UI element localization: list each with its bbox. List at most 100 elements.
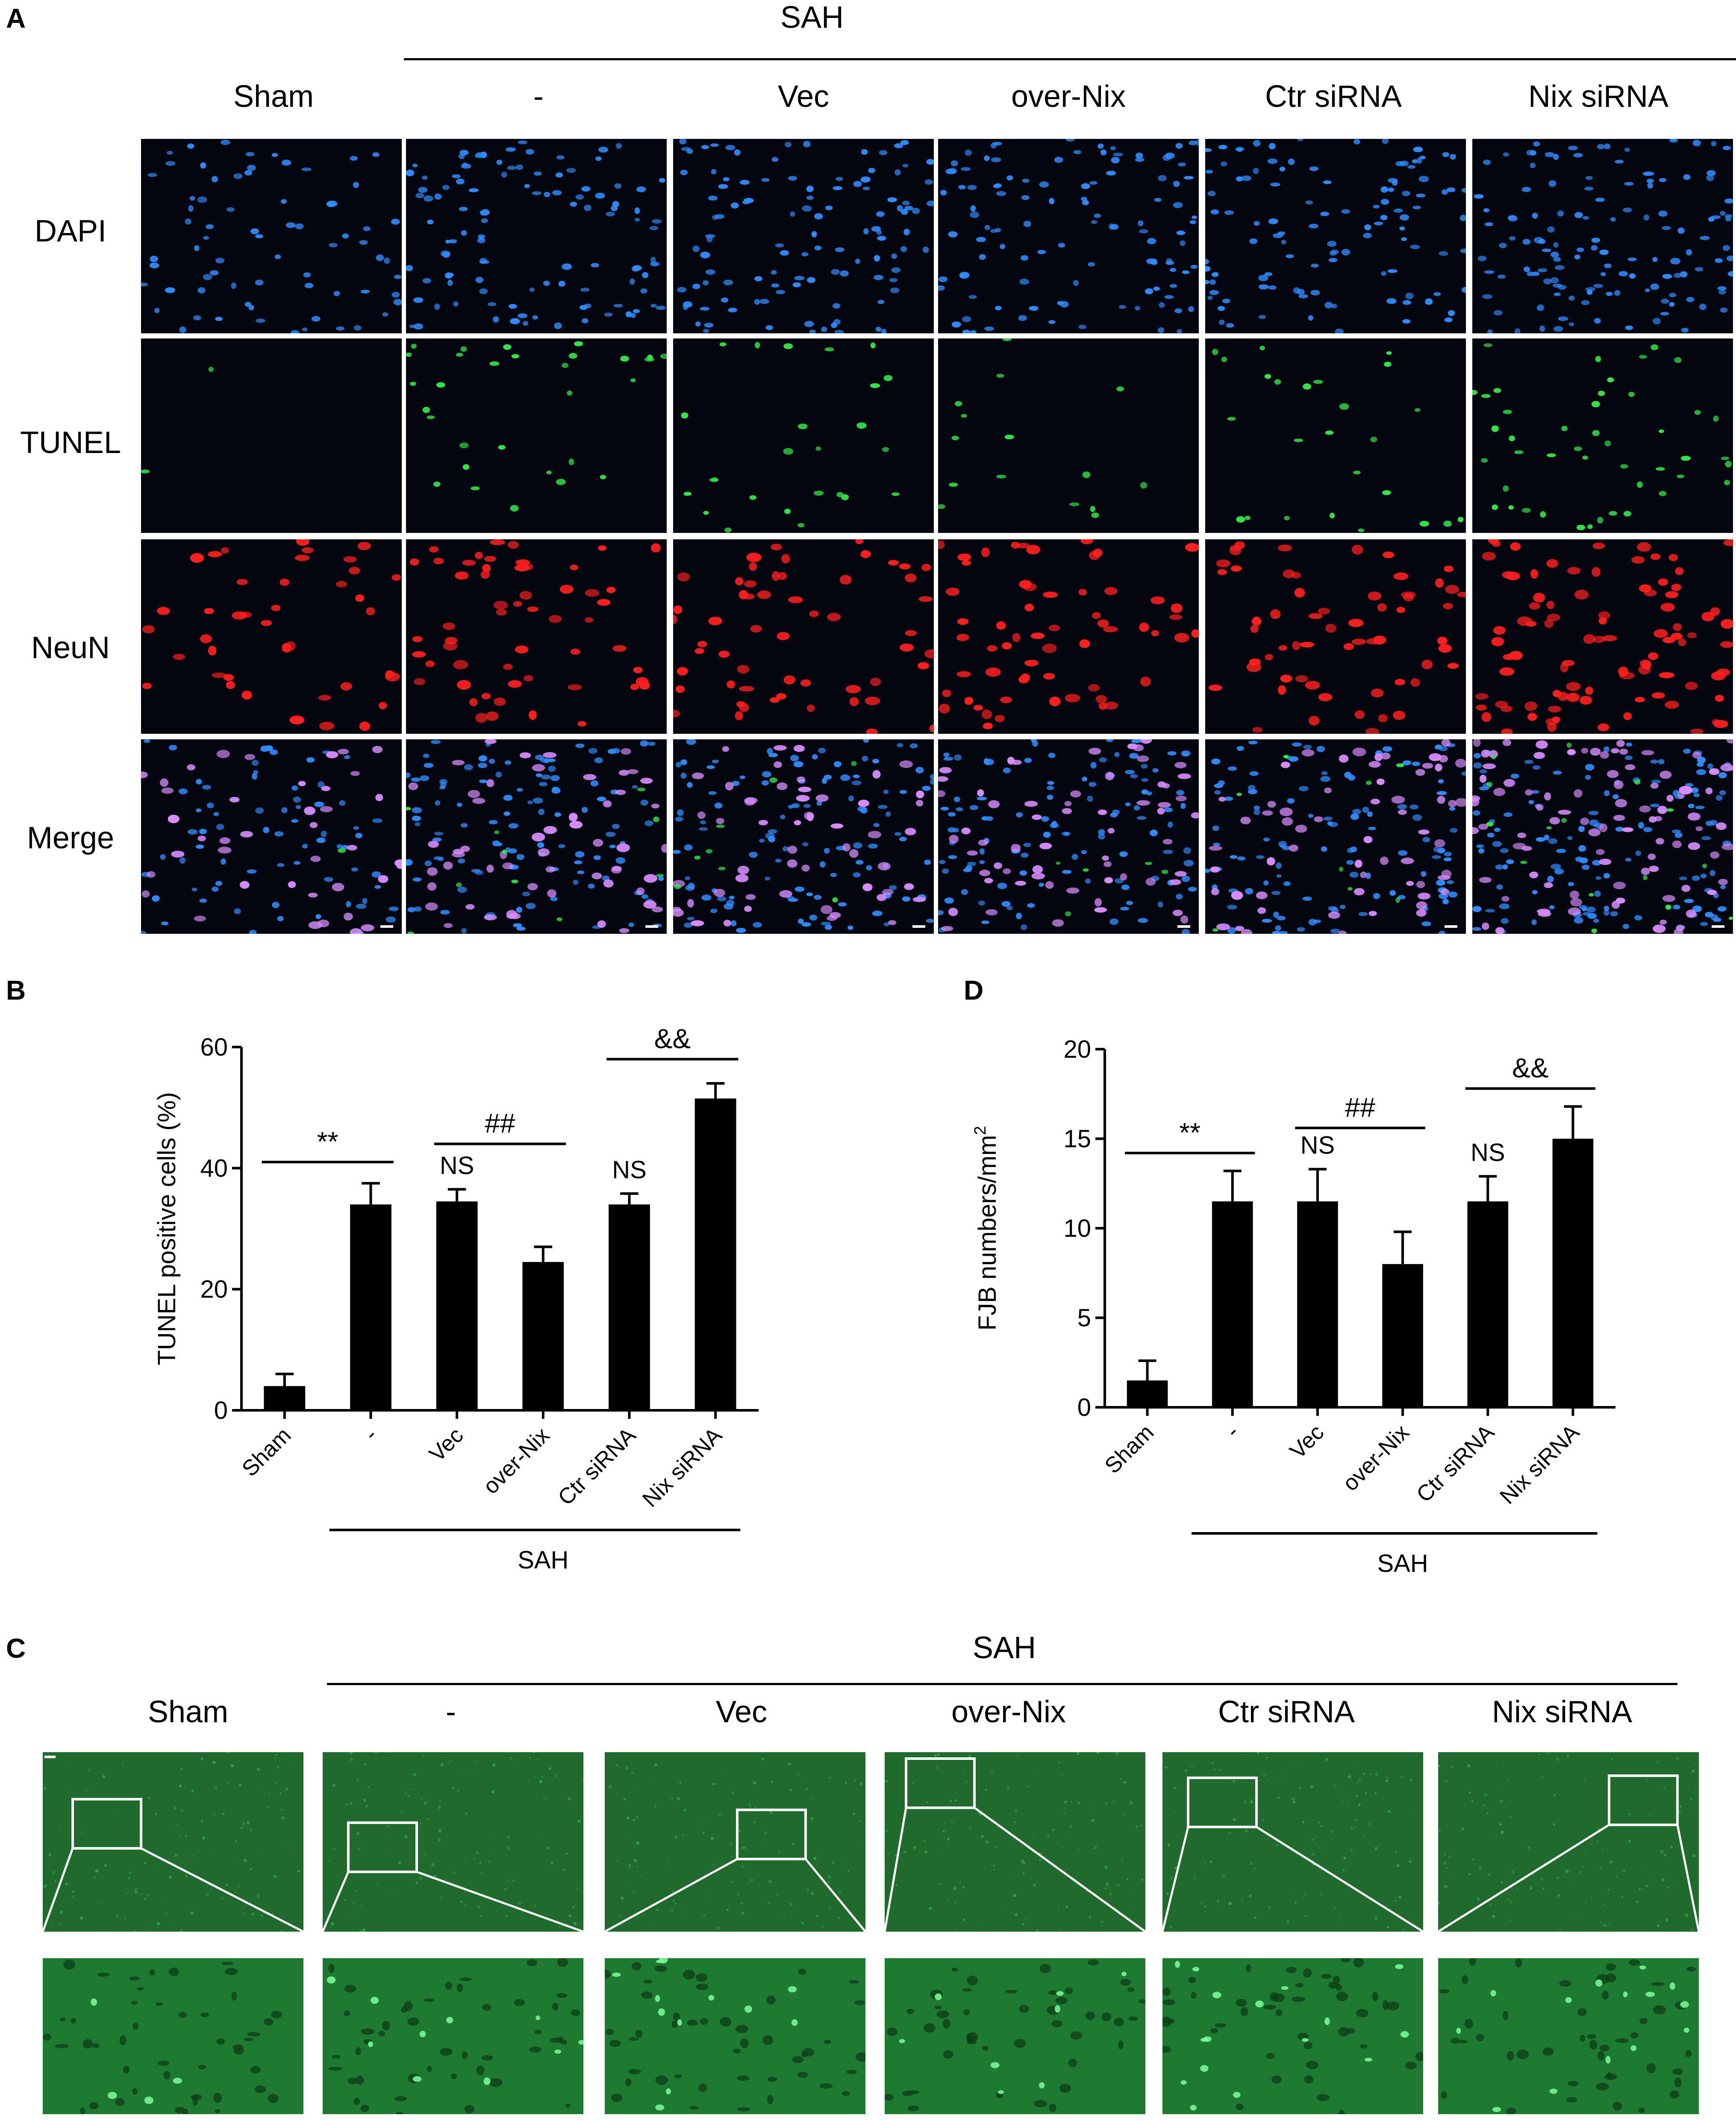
panel-a-row-tunel: TUNEL xyxy=(20,426,121,460)
panel-b-letter: B xyxy=(6,975,26,1006)
panel-a-letter: A xyxy=(6,3,26,34)
micrograph-dapi-4 xyxy=(1205,139,1466,333)
fjb-zoom-5 xyxy=(1438,1958,1699,2114)
y-tick-label: 5 xyxy=(1077,1304,1091,1332)
significance-label: && xyxy=(1512,1053,1548,1083)
y-axis-label: FJB numbers/mm2 xyxy=(971,1126,1001,1331)
significance-label: ## xyxy=(485,1108,515,1139)
x-tick-label: Sham xyxy=(237,1423,296,1481)
scale-bar xyxy=(1712,925,1724,928)
panel-c-col-vec: Vec xyxy=(715,1695,768,1729)
panel-c-letter: C xyxy=(6,1633,26,1664)
zoom-line xyxy=(974,1806,1145,1932)
panel-c-col-ctr-sirna: Ctr siRNA xyxy=(1218,1695,1355,1729)
bar-0 xyxy=(1127,1380,1168,1407)
zoom-box xyxy=(1187,1777,1258,1828)
micrograph-tunel-0 xyxy=(141,338,402,533)
fjb-overview-2 xyxy=(605,1752,865,1932)
micrograph-merge-4 xyxy=(1205,739,1466,934)
micrograph-dapi-0 xyxy=(141,139,402,333)
bar-1 xyxy=(350,1204,391,1410)
x-tick-label: - xyxy=(359,1423,382,1445)
bar-4 xyxy=(1467,1201,1509,1407)
panel-a-row-dapi: DAPI xyxy=(34,214,107,248)
ns-label: NS xyxy=(1471,1138,1505,1166)
group-label: SAH xyxy=(1377,1550,1428,1577)
zoom-box xyxy=(736,1809,807,1860)
significance-label: && xyxy=(654,1023,691,1054)
panel-c-col-sham: Sham xyxy=(147,1695,229,1729)
bar-2 xyxy=(1297,1201,1338,1407)
fjb-zoom-0 xyxy=(43,1958,303,2114)
zoom-line xyxy=(323,1871,350,1932)
zoom-box xyxy=(71,1798,142,1850)
micrograph-merge-5 xyxy=(1472,739,1733,934)
y-axis-label: TUNEL positive cells (%) xyxy=(153,1092,181,1365)
y-tick-label: 0 xyxy=(214,1397,228,1424)
x-tick-label: Vec xyxy=(1285,1420,1329,1463)
micrograph-tunel-4 xyxy=(1205,338,1466,533)
fjb-overview-3 xyxy=(885,1752,1145,1932)
micrograph-neun-1 xyxy=(406,539,667,734)
x-tick-label: Ctr siRNA xyxy=(1412,1420,1499,1507)
group-label: SAH xyxy=(518,1546,568,1574)
micrograph-merge-0 xyxy=(141,739,402,934)
y-tick-label: 20 xyxy=(1063,1035,1091,1063)
micrograph-dapi-1 xyxy=(406,139,667,333)
micrograph-neun-3 xyxy=(938,539,1199,734)
micrograph-dapi-2 xyxy=(673,139,934,333)
panel-c-col-nix-sirna: Nix siRNA xyxy=(1492,1695,1632,1729)
zoom-line xyxy=(805,1858,865,1932)
panel-c-sah-label: SAH xyxy=(972,1631,1036,1665)
panel-a-col-over-nix: over-Nix xyxy=(1011,79,1126,114)
panel-a-col-nix-sirna: Nix siRNA xyxy=(1528,79,1668,114)
micrograph-tunel-1 xyxy=(406,338,667,533)
fjb-zoom-1 xyxy=(323,1958,583,2114)
y-tick-label: 40 xyxy=(200,1154,228,1182)
bar-2 xyxy=(436,1201,478,1410)
panel-a-col-vec: Vec xyxy=(777,79,830,114)
bar-3 xyxy=(1382,1264,1423,1407)
y-tick-label: 20 xyxy=(200,1276,228,1303)
significance-label: ** xyxy=(317,1126,338,1157)
fjb-zoom-4 xyxy=(1162,1958,1423,2114)
chart-svg: 0 5 10 15 20 FJB numbers/mm2 Sham - Vec over-NixC… xyxy=(971,1035,1615,1577)
x-tick-label: over-Nix xyxy=(1338,1420,1414,1496)
bar-4 xyxy=(609,1204,650,1410)
micrograph-neun-2 xyxy=(673,539,934,734)
panel-a-col-sah: - xyxy=(533,79,544,114)
panel-c-sah-bracket xyxy=(327,1683,1677,1685)
scale-bar xyxy=(645,925,658,928)
panel-d-chart: 0 5 10 15 20 FJB numbers/mm2 Sham - Vec over-Nix C… xyxy=(889,983,1736,1603)
panel-a-row-neun: NeuN xyxy=(31,631,110,665)
micrograph-neun-4 xyxy=(1205,539,1466,734)
fjb-zoom-3 xyxy=(885,1958,1145,2114)
zoom-line xyxy=(1256,1826,1423,1932)
micrograph-neun-5 xyxy=(1472,539,1733,734)
micrograph-dapi-3 xyxy=(938,139,1199,333)
ns-label: NS xyxy=(612,1156,647,1184)
micrograph-merge-2 xyxy=(673,739,934,934)
y-tick-label: 60 xyxy=(200,1033,228,1061)
x-tick-label: - xyxy=(1221,1420,1244,1442)
panel-c-col-sah: - xyxy=(446,1695,456,1729)
ns-label: NS xyxy=(440,1152,474,1180)
panel-a-sah-bracket xyxy=(404,58,1736,60)
x-tick-label: Nix siRNA xyxy=(638,1423,727,1512)
y-tick-label: 10 xyxy=(1063,1215,1091,1242)
panel-a-row-merge: Merge xyxy=(26,821,115,855)
chart-svg: 0 20 40 60 TUNEL positive cells (%) Sham - Vec o… xyxy=(153,1023,759,1574)
scale-bar xyxy=(44,1756,56,1758)
bar-0 xyxy=(264,1386,306,1410)
zoom-box xyxy=(347,1821,418,1873)
bar-3 xyxy=(522,1262,564,1410)
panel-b-chart: 0 20 40 60 TUNEL positive cells (%) Sham - Vec o… xyxy=(0,983,833,1603)
scale-bar xyxy=(380,925,393,928)
micrograph-neun-0 xyxy=(141,539,402,734)
micrograph-merge-3 xyxy=(938,739,1199,934)
micrograph-tunel-3 xyxy=(938,338,1199,533)
fjb-overview-0 xyxy=(43,1752,303,1932)
zoom-line xyxy=(416,1871,583,1932)
zoom-line xyxy=(1162,1827,1189,1932)
zoom-line xyxy=(140,1847,303,1932)
